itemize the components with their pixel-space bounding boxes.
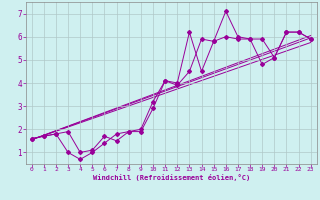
X-axis label: Windchill (Refroidissement éolien,°C): Windchill (Refroidissement éolien,°C) bbox=[92, 174, 250, 181]
